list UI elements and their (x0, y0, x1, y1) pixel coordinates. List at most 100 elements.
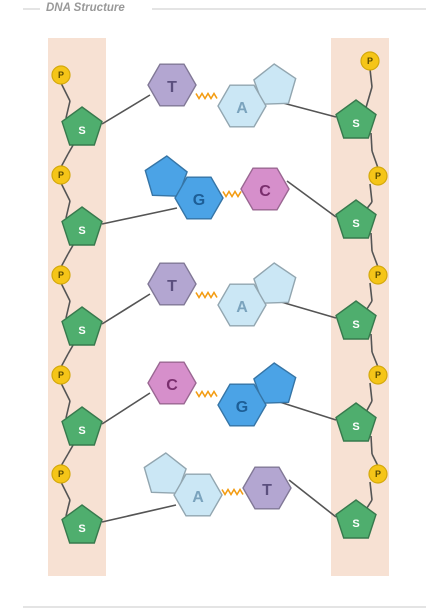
left-backbone-link (65, 200, 71, 219)
base-adenine-letter: A (236, 299, 248, 316)
right-sugar (335, 300, 377, 340)
right-backbone-link (369, 68, 373, 88)
left-sugar-base-link (101, 392, 151, 425)
right-phosphate (360, 51, 380, 71)
left-backbone-link (60, 481, 71, 501)
right-backbone-link (369, 282, 373, 302)
left-backbone-link (60, 382, 71, 402)
hydrogen-bond (195, 389, 218, 399)
base-thymine-letter: T (167, 79, 177, 96)
base-thymine-letter: T (167, 278, 177, 295)
right-sugar-label: S (352, 319, 359, 331)
right-phosphate-label: P (375, 370, 381, 380)
left-sugar-base-link (101, 504, 177, 523)
left-backbone-link (65, 499, 71, 517)
hydrogen-bond (195, 290, 218, 300)
left-backbone-link (60, 82, 71, 102)
right-sugar-label: S (352, 421, 359, 433)
right-sugar (335, 402, 377, 442)
left-backbone-link (60, 253, 69, 268)
right-backbone-link (371, 150, 379, 169)
left-sugar-label: S (78, 523, 85, 535)
right-backbone-link (371, 250, 379, 268)
right-phosphate (368, 166, 388, 186)
base-thymine-hex (147, 262, 197, 306)
hydrogen-bond (195, 91, 218, 101)
right-phosphate (368, 365, 388, 385)
right-phosphate (368, 265, 388, 285)
left-sugar (61, 206, 103, 246)
base-thymine-letter: T (262, 482, 272, 499)
right-phosphate-label: P (375, 469, 381, 479)
left-sugar-base-link (101, 293, 151, 325)
base-thymine-hex (147, 63, 197, 107)
right-backbone-link (369, 183, 373, 203)
left-phosphate-label: P (58, 270, 64, 280)
base-adenine-letter: A (192, 489, 204, 506)
right-phosphate-label: P (375, 270, 381, 280)
right-backbone-link (370, 333, 373, 353)
left-sugar (61, 106, 103, 146)
left-sugar-base-link (101, 207, 178, 225)
right-sugar-base-link (286, 180, 337, 218)
right-sugar-label: S (352, 118, 359, 130)
right-backbone-link (369, 481, 373, 501)
right-phosphate (368, 464, 388, 484)
right-backbone-link (369, 382, 373, 402)
left-sugar-label: S (78, 225, 85, 237)
left-backbone-link (60, 182, 71, 202)
right-sugar (335, 99, 377, 139)
left-phosphate (51, 265, 71, 285)
left-phosphate (51, 464, 71, 484)
base-cytosine-hex (147, 361, 197, 405)
hydrogen-bond (222, 189, 242, 199)
hydrogen-bond (221, 487, 244, 497)
base-adenine-hex (173, 473, 223, 517)
left-phosphate (51, 165, 71, 185)
left-phosphate-label: P (58, 70, 64, 80)
left-sugar (61, 504, 103, 544)
shapes-layer: P P P P P P P P P P S S S S S S S S S S T A G C T A C G A T (51, 51, 388, 544)
right-sugar-base-link (288, 479, 337, 518)
left-phosphate-label: P (58, 370, 64, 380)
left-phosphate-label: P (58, 170, 64, 180)
right-phosphate-label: P (375, 171, 381, 181)
right-sugar-label: S (352, 518, 359, 530)
bonds-layer (60, 68, 379, 523)
left-sugar-label: S (78, 125, 85, 137)
base-thymine-hex (242, 466, 292, 510)
right-phosphate-label: P (367, 56, 373, 66)
left-sugar-base-link (101, 94, 151, 125)
base-guanine-letter: G (193, 192, 205, 209)
right-sugar (335, 199, 377, 239)
base-guanine-hex (217, 383, 267, 427)
left-phosphate (51, 365, 71, 385)
right-backbone-link (370, 232, 373, 252)
left-backbone-link (65, 300, 71, 319)
left-backbone-link (65, 100, 71, 119)
left-backbone-link (60, 282, 71, 302)
base-cytosine-letter: C (166, 377, 178, 394)
left-sugar (61, 406, 103, 446)
base-adenine-hex (217, 84, 267, 128)
right-backbone-link (371, 351, 379, 368)
base-guanine-hex (174, 176, 224, 220)
right-backbone-link (370, 435, 373, 455)
right-backbone-link (370, 132, 373, 152)
left-backbone-link (60, 353, 69, 368)
left-phosphate-label: P (58, 469, 64, 479)
diagram-title: DNA Structure (40, 0, 131, 16)
base-cytosine-letter: C (259, 183, 271, 200)
right-sugar (335, 499, 377, 539)
right-sugar-label: S (352, 218, 359, 230)
left-backbone-link (65, 400, 71, 419)
left-backbone-link (60, 453, 69, 467)
left-backbone-link (60, 153, 69, 168)
left-phosphate (51, 65, 71, 85)
base-adenine-hex (217, 283, 267, 327)
base-adenine-letter: A (236, 100, 248, 117)
left-sugar-label: S (78, 325, 85, 337)
left-sugar (61, 306, 103, 346)
